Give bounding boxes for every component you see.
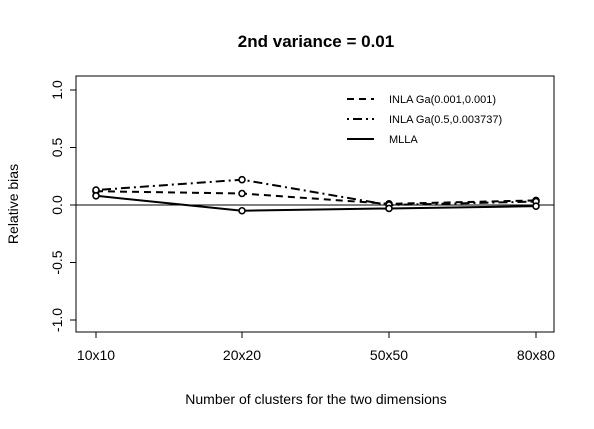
legend-label: MLLA bbox=[389, 134, 418, 146]
data-point bbox=[92, 192, 100, 200]
x-tick-label: 10x10 bbox=[77, 347, 115, 363]
x-tick-label: 20x20 bbox=[223, 347, 261, 363]
legend-label: INLA Ga(0.5,0.003737) bbox=[389, 114, 502, 126]
x-tick-label: 50x50 bbox=[370, 347, 408, 363]
y-tick-label: 1.0 bbox=[49, 80, 65, 100]
y-axis: -1.0 -0.5 0.0 0.5 1.0 bbox=[49, 80, 77, 332]
y-tick-label: 0.0 bbox=[49, 195, 65, 215]
y-tick-label: -0.5 bbox=[49, 250, 65, 274]
data-point bbox=[238, 189, 246, 198]
x-tick-label: 80x80 bbox=[517, 347, 555, 363]
y-axis-label: Relative bias bbox=[5, 164, 21, 244]
series-line bbox=[95, 190, 537, 205]
legend: INLA Ga(0.001,0.001) INLA Ga(0.5,0.003737… bbox=[347, 94, 502, 146]
data-point bbox=[238, 206, 246, 215]
y-tick-label: -1.0 bbox=[49, 308, 65, 332]
data-point bbox=[532, 202, 540, 210]
series-line bbox=[95, 178, 537, 207]
data-point bbox=[238, 175, 246, 184]
data-point bbox=[385, 204, 393, 213]
x-axis-label: Number of clusters for the two dimension… bbox=[185, 391, 446, 407]
series-line bbox=[95, 194, 537, 212]
x-axis: 10x10 20x20 50x50 80x80 bbox=[77, 331, 555, 363]
legend-label: INLA Ga(0.001,0.001) bbox=[389, 94, 496, 106]
chart-title: 2nd variance = 0.01 bbox=[238, 32, 394, 51]
series-3 bbox=[92, 192, 540, 215]
y-tick-label: 0.5 bbox=[49, 138, 65, 158]
series-1 bbox=[92, 187, 540, 208]
series-group bbox=[92, 175, 540, 215]
